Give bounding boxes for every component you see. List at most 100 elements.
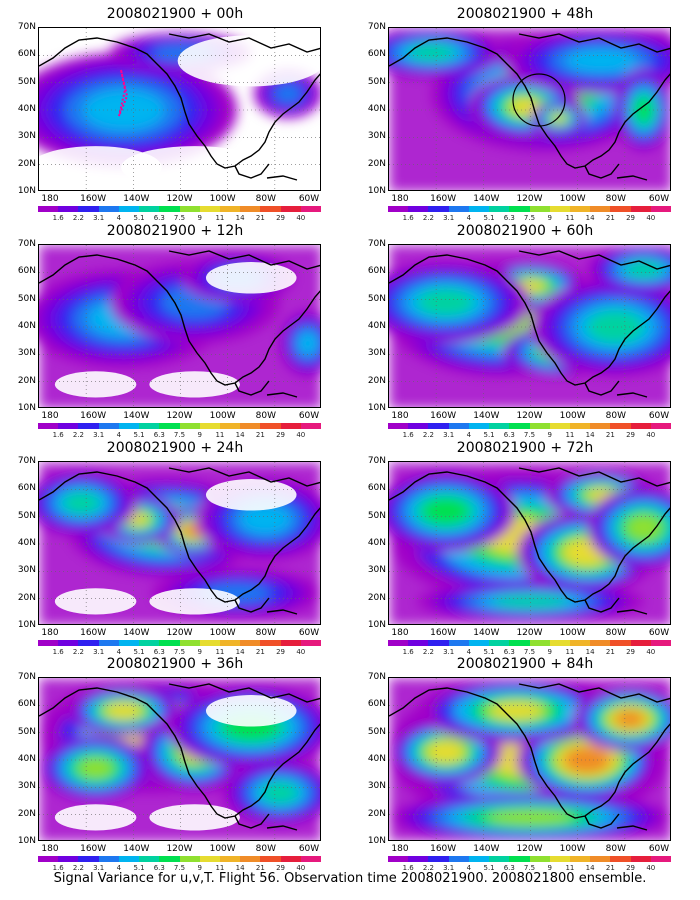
color-scale-label: 29 [276,431,286,439]
color-scale-swatch [650,640,672,646]
color-scale-swatch [300,856,322,862]
color-scale-label: 5.1 [133,864,145,872]
latitude-label: 50N [367,76,386,87]
color-scale-label: 4 [466,648,472,656]
latitude-label: 20N [367,375,386,386]
forecast-panel: 2008021900 + 36h 70N 60N 50N 40N 30N 20N 10N 180… [5,655,345,872]
latitude-label: 70N [367,672,386,682]
color-scale-swatch [388,856,409,862]
forecast-panel: 2008021900 + 24h 70N 60N 50N 40N 30N 20N 10N 180… [5,439,345,656]
latitude-label: 10N [367,836,386,846]
latitude-label: 40N [17,104,36,114]
color-scale [388,640,672,646]
forecast-panel: 2008021900 + 84h 70N 60N 50N 40N 30N 20N 10N 180… [355,655,695,872]
coastline [266,609,298,615]
latitude-label: 70N [17,672,36,682]
longitude-label: 80W [255,844,276,854]
coastline [616,392,648,398]
coastline [234,163,270,179]
color-scale-swatch [489,856,510,862]
color-scale-label: 5.1 [483,648,495,656]
color-scale-swatch [118,206,140,212]
color-scale-label: 7.5 [523,214,536,222]
color-scale-swatch [428,423,449,429]
longitude-label: 100W [559,411,586,421]
latitude-label: 60N [17,483,36,494]
longitude-label: 80W [255,194,276,204]
latitude-label: 30N [17,565,36,576]
latitude-label: 20N [367,808,386,819]
coastline [389,687,670,819]
latitude-label: 30N [17,781,36,792]
coastline [518,467,670,487]
color-scale-swatch [468,206,490,212]
longitude-label: 140W [473,844,500,854]
longitude-label: 100W [559,844,586,854]
color-scale-swatch [509,423,530,429]
longitude-label: 60W [648,194,670,204]
forecast-panel: 2008021900 + 48h 70N 60N 50N 40N 30N 20N 10N 180… [355,5,695,222]
latitude-label: 30N [367,348,386,359]
color-scale-label: 9 [547,214,552,222]
color-scale-label: 3.1 [443,648,455,656]
color-scale-swatch [569,423,591,429]
color-scale-label: 2.2 [72,648,84,656]
color-scale-label: 29 [626,864,636,872]
color-scale-label: 11 [215,648,225,656]
latitude-label: 20N [17,808,36,819]
color-scale-label: 21 [255,214,265,222]
color-scale-label: 5.1 [483,214,495,222]
color-scale-swatch [529,856,550,862]
color-scale-label: 6.3 [153,864,165,872]
longitude-label: 100W [209,844,236,854]
longitude-label: 120W [516,411,543,421]
longitude-label: 160W [430,844,457,854]
color-scale-label: 3.1 [443,431,455,439]
latitude-label: 10N [367,620,386,630]
color-scale [38,423,322,429]
coastline [39,687,320,819]
color-scale-label: 6.3 [503,431,515,439]
longitude-label: 60W [298,194,320,204]
color-scale-swatch [300,423,322,429]
color-scale-label: 14 [585,648,595,656]
color-scale-label: 3.1 [93,864,105,872]
color-scale [388,856,672,862]
variance-contour [103,701,145,720]
color-scale-swatch [78,206,99,212]
color-scale-label: 11 [215,214,225,222]
color-scale [38,856,322,862]
longitude-label: 60W [648,844,670,854]
color-scale-label: 29 [626,431,636,439]
color-scale-label: 14 [235,864,245,872]
latitude-label: 10N [17,620,36,630]
variance-contour [587,310,644,344]
color-scale-label: 9 [547,431,552,439]
latitude-label: 60N [367,49,386,60]
longitude-label: 140W [473,411,500,421]
coastline [518,250,670,270]
color-scale-label: 21 [605,864,615,872]
variance-map [388,677,671,841]
longitude-label: 100W [559,194,586,204]
longitude-label: 100W [209,194,236,204]
color-scale-swatch [610,423,631,429]
color-scale-swatch [219,856,241,862]
color-scale-label: 4 [116,864,122,872]
color-scale-swatch [58,423,79,429]
color-scale-label: 40 [646,864,656,872]
color-scale-label: 9 [197,648,202,656]
latitude-label: 70N [17,239,36,249]
color-scale-label: 7.5 [523,864,536,872]
color-scale-swatch [159,206,180,212]
latitude-label: 20N [17,375,36,386]
color-scale-swatch [448,640,469,646]
latitude-label: 40N [367,104,386,114]
color-scale-label: 4 [466,431,472,439]
variance-map [38,461,321,625]
latitude-label: 60N [367,483,386,494]
color-scale-swatch [428,640,449,646]
color-scale-swatch [139,206,160,212]
color-scale-label: 11 [215,864,225,872]
color-scale-label: 7.5 [523,431,536,439]
